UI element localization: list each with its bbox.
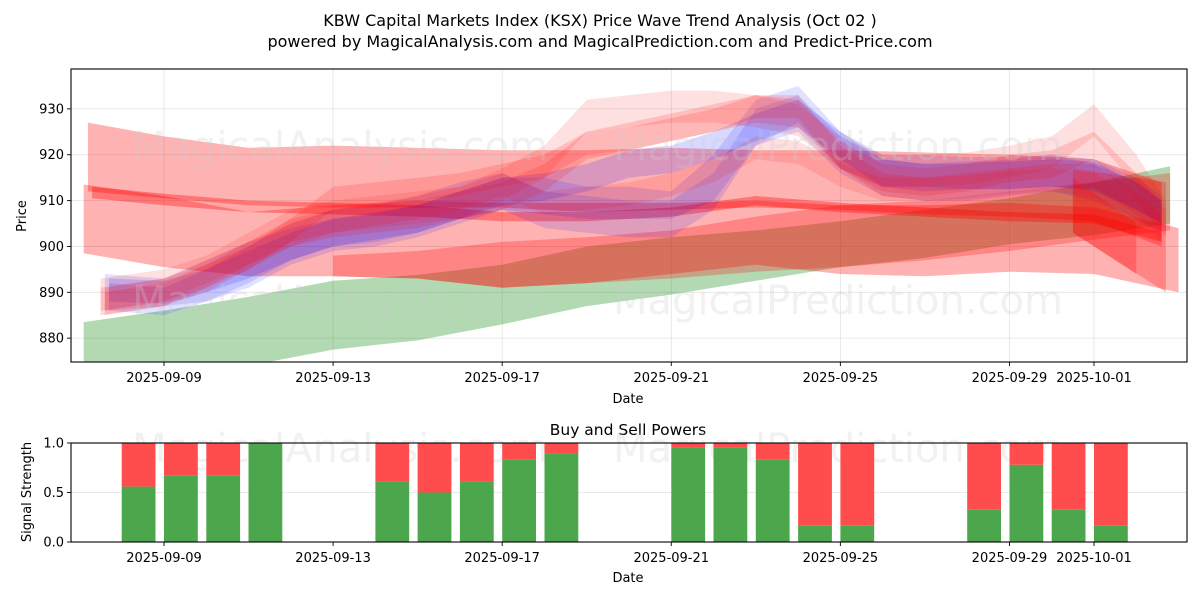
price-y-tick-label: 920 xyxy=(39,148,64,163)
sell-bar xyxy=(967,443,1001,510)
signal-plot-title: Buy and Sell Powers xyxy=(550,421,707,439)
price-grid xyxy=(71,69,1187,362)
blue-wave-band-1 xyxy=(104,86,1162,311)
red-lower-wide-band xyxy=(83,184,1179,293)
sell-bar xyxy=(375,443,410,482)
sell-bar xyxy=(713,443,748,448)
buy-bar xyxy=(967,509,1001,542)
buy-bar xyxy=(755,459,790,542)
buy-bar xyxy=(248,443,283,542)
sell-bar xyxy=(755,443,790,460)
price-x-tick-label: 2025-09-25 xyxy=(803,371,879,386)
sell-bar xyxy=(544,443,579,454)
signal-plot: Buy and Sell Powers MagicalAnalysis.com … xyxy=(20,421,1188,586)
signal-x-ticks: 2025-09-09 2025-09-13 2025-09-17 2025-09-21… xyxy=(126,542,1132,566)
watermark-prediction-top: MagicalPrediction.com xyxy=(613,124,1063,170)
buy-bar xyxy=(121,486,156,542)
signal-y-tick-label: 0.5 xyxy=(43,486,64,501)
signal-y-axis-label: Signal Strength xyxy=(20,442,35,542)
signal-x-axis-label: Date xyxy=(612,571,643,586)
buy-bar xyxy=(502,459,536,542)
red-wave-band-4 xyxy=(104,136,1162,311)
blue-wave-band-2 xyxy=(109,95,1162,316)
price-x-tick-label: 2025-09-21 xyxy=(633,371,709,386)
sell-bar xyxy=(840,443,875,526)
price-x-tick-label: 2025-10-01 xyxy=(1056,371,1132,386)
price-x-tick-label: 2025-09-17 xyxy=(464,371,540,386)
price-y-tick-label: 890 xyxy=(39,286,64,301)
red-end-box-2 xyxy=(1072,177,1137,274)
signal-bars xyxy=(121,443,1128,542)
red-end-box-1 xyxy=(1072,168,1166,293)
price-y-tick-label: 880 xyxy=(39,332,64,347)
sell-bar xyxy=(164,443,198,476)
price-y-tick-label: 900 xyxy=(39,240,64,255)
sell-bar xyxy=(1009,443,1044,465)
signal-x-tick-label: 2025-09-29 xyxy=(972,551,1048,566)
signal-y-ticks: 0.0 0.5 1.0 xyxy=(43,437,71,551)
buy-bar xyxy=(671,447,706,542)
buy-bar xyxy=(840,525,875,542)
signal-x-tick-label: 2025-09-25 xyxy=(803,551,879,566)
signal-x-tick-label: 2025-09-17 xyxy=(464,551,540,566)
buy-bar xyxy=(1009,464,1044,542)
signal-x-tick-label: 2025-09-13 xyxy=(295,551,371,566)
price-y-tick-label: 910 xyxy=(39,194,64,209)
price-y-axis-label: Price xyxy=(15,200,30,232)
watermark-analysis-top: MagicalAnalysis.com xyxy=(132,124,548,170)
signal-x-tick-label: 2025-09-21 xyxy=(633,551,709,566)
red-wave-band-3 xyxy=(104,95,1162,316)
signal-y-tick-label: 1.0 xyxy=(43,437,64,452)
price-plot: MagicalAnalysis.com MagicalPrediction.co… xyxy=(15,68,1188,407)
signal-x-tick-label: 2025-10-01 xyxy=(1056,551,1132,566)
buy-bar xyxy=(798,525,832,542)
buy-bar xyxy=(1094,525,1128,542)
buy-bar xyxy=(164,475,198,542)
sell-bar xyxy=(206,443,241,476)
price-plot-frame xyxy=(70,68,1188,363)
sell-bar xyxy=(459,443,494,482)
sell-bar xyxy=(671,443,706,448)
green-trend-band xyxy=(83,166,1171,362)
brown-overlap-band xyxy=(333,173,1171,288)
price-y-ticks: 880 890 900 910 920 930 xyxy=(39,102,71,347)
sell-bar xyxy=(1051,443,1086,510)
buy-bar xyxy=(1051,509,1086,542)
buy-bar xyxy=(459,481,494,542)
price-x-axis-label: Date xyxy=(612,392,643,407)
signal-x-tick-label: 2025-09-09 xyxy=(126,551,202,566)
purple-wave-band xyxy=(109,99,1162,304)
signal-y-tick-label: 0.0 xyxy=(43,536,64,551)
sell-bar xyxy=(121,443,156,487)
sell-bar xyxy=(417,443,452,493)
chart-title-line2: powered by MagicalAnalysis.com and Magic… xyxy=(267,32,932,51)
sell-bar xyxy=(798,443,832,526)
buy-bar xyxy=(375,481,410,542)
price-x-tick-label: 2025-09-09 xyxy=(126,371,202,386)
price-bands xyxy=(83,86,1179,362)
sell-bar xyxy=(502,443,536,460)
buy-bar xyxy=(206,475,241,542)
red-upper-wide-band xyxy=(87,122,1162,247)
watermark-prediction-bottom: MagicalPrediction.com xyxy=(613,278,1063,324)
buy-bar xyxy=(544,453,579,542)
price-x-tick-label: 2025-09-29 xyxy=(972,371,1048,386)
watermark-analysis-bottom: MagicalAnalysis.com xyxy=(132,278,548,324)
chart-title-line1: KBW Capital Markets Index (KSX) Price Wa… xyxy=(323,11,876,30)
price-x-tick-label: 2025-09-13 xyxy=(295,371,371,386)
price-x-ticks: 2025-09-09 2025-09-13 2025-09-17 2025-09-21… xyxy=(126,362,1132,386)
buy-bar xyxy=(417,492,452,542)
pink-wave-band-2 xyxy=(100,95,1166,316)
red-thin-stripe xyxy=(92,186,1162,242)
sell-bar xyxy=(1094,443,1128,526)
price-y-tick-label: 930 xyxy=(39,102,64,117)
buy-bar xyxy=(713,447,748,542)
